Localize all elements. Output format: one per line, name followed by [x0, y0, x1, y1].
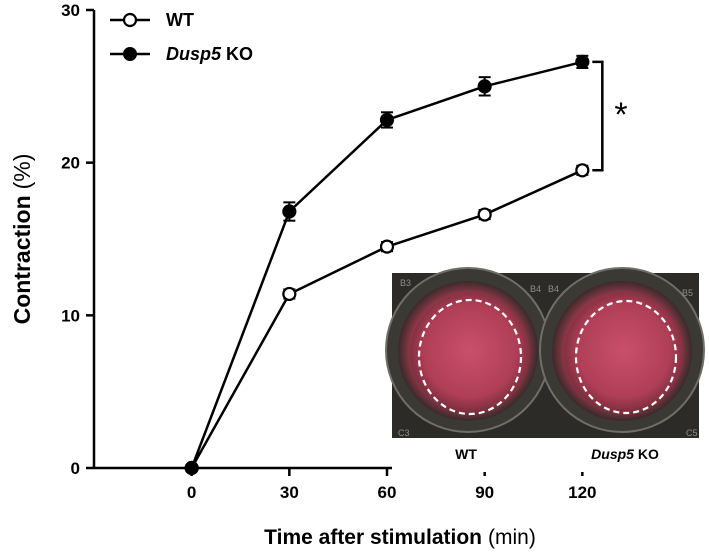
inset-well-wt — [385, 267, 551, 433]
well-code-b4b: B4 — [548, 284, 559, 294]
significance-bracket-line — [592, 60, 604, 172]
significance-bracket: * — [592, 60, 628, 172]
legend-ko-italic: Dusp5 — [166, 44, 222, 64]
inset-ko-dashed-outline — [574, 299, 678, 415]
inset-label-ko-italic: Dusp5 — [591, 446, 634, 462]
x-tick-label: 0 — [187, 483, 196, 502]
inset-well-ko — [539, 267, 705, 433]
y-tick-label: 20 — [61, 154, 80, 173]
data-point-wt — [477, 207, 492, 222]
y-tick-label: 30 — [61, 1, 80, 20]
series-ko — [184, 54, 590, 476]
inset-wt-dashed-outline — [417, 298, 523, 416]
data-point-ko — [282, 204, 297, 219]
data-point-ko — [575, 54, 590, 70]
y-axis-label: Contraction — [9, 195, 35, 324]
data-point-wt — [282, 286, 297, 302]
x-axis-title: Time after stimulation (min) — [264, 526, 536, 549]
data-point-wt — [575, 163, 590, 178]
x-ticks: 0 30 60 90 120 — [187, 468, 597, 502]
y-axis-unit: (%) — [9, 154, 35, 190]
data-point-ko — [184, 460, 199, 476]
well-code-b3: B3 — [400, 278, 411, 288]
inset-photo: B3 B4 B4 B5 C3 C5 WT Dusp5 KO — [385, 267, 705, 472]
data-point-ko — [477, 79, 492, 94]
legend-wt-label: WT — [166, 10, 194, 30]
well-code-b5: B5 — [682, 288, 693, 298]
y-tick-label: 0 — [71, 459, 80, 478]
inset-label-wt-rest: WT — [455, 446, 477, 462]
x-tick-label: 120 — [568, 483, 596, 502]
well-code-b4a: B4 — [530, 284, 541, 294]
legend: WT Dusp5 KO — [110, 10, 253, 64]
x-axis-unit: (min) — [488, 526, 536, 549]
y-tick-label: 10 — [61, 306, 80, 325]
y-axis-title: Contraction (%) — [9, 154, 35, 325]
y-ticks: 0 10 20 30 — [61, 1, 94, 478]
data-point-ko — [379, 112, 395, 128]
inset-label-wt: WT — [455, 446, 477, 462]
inset-label-strip — [392, 438, 699, 472]
legend-ko-label: Dusp5 KO — [166, 44, 253, 64]
data-point-wt — [379, 239, 395, 254]
x-tick-label: 90 — [475, 483, 494, 502]
x-tick-label: 60 — [378, 483, 397, 502]
significance-star: * — [614, 96, 627, 134]
series-layer — [184, 54, 590, 476]
x-axis-label: Time after stimulation — [264, 526, 482, 549]
legend-wt-marker — [122, 12, 138, 28]
well-code-c3: C3 — [398, 428, 410, 438]
x-tick-label: 30 — [280, 483, 299, 502]
inset-label-ko: Dusp5 KO — [591, 446, 659, 462]
inset-label-ko-rest: KO — [634, 446, 659, 462]
well-code-c5: C5 — [686, 428, 698, 438]
legend-ko-marker — [123, 47, 137, 61]
legend-ko-rest: KO — [221, 44, 253, 64]
